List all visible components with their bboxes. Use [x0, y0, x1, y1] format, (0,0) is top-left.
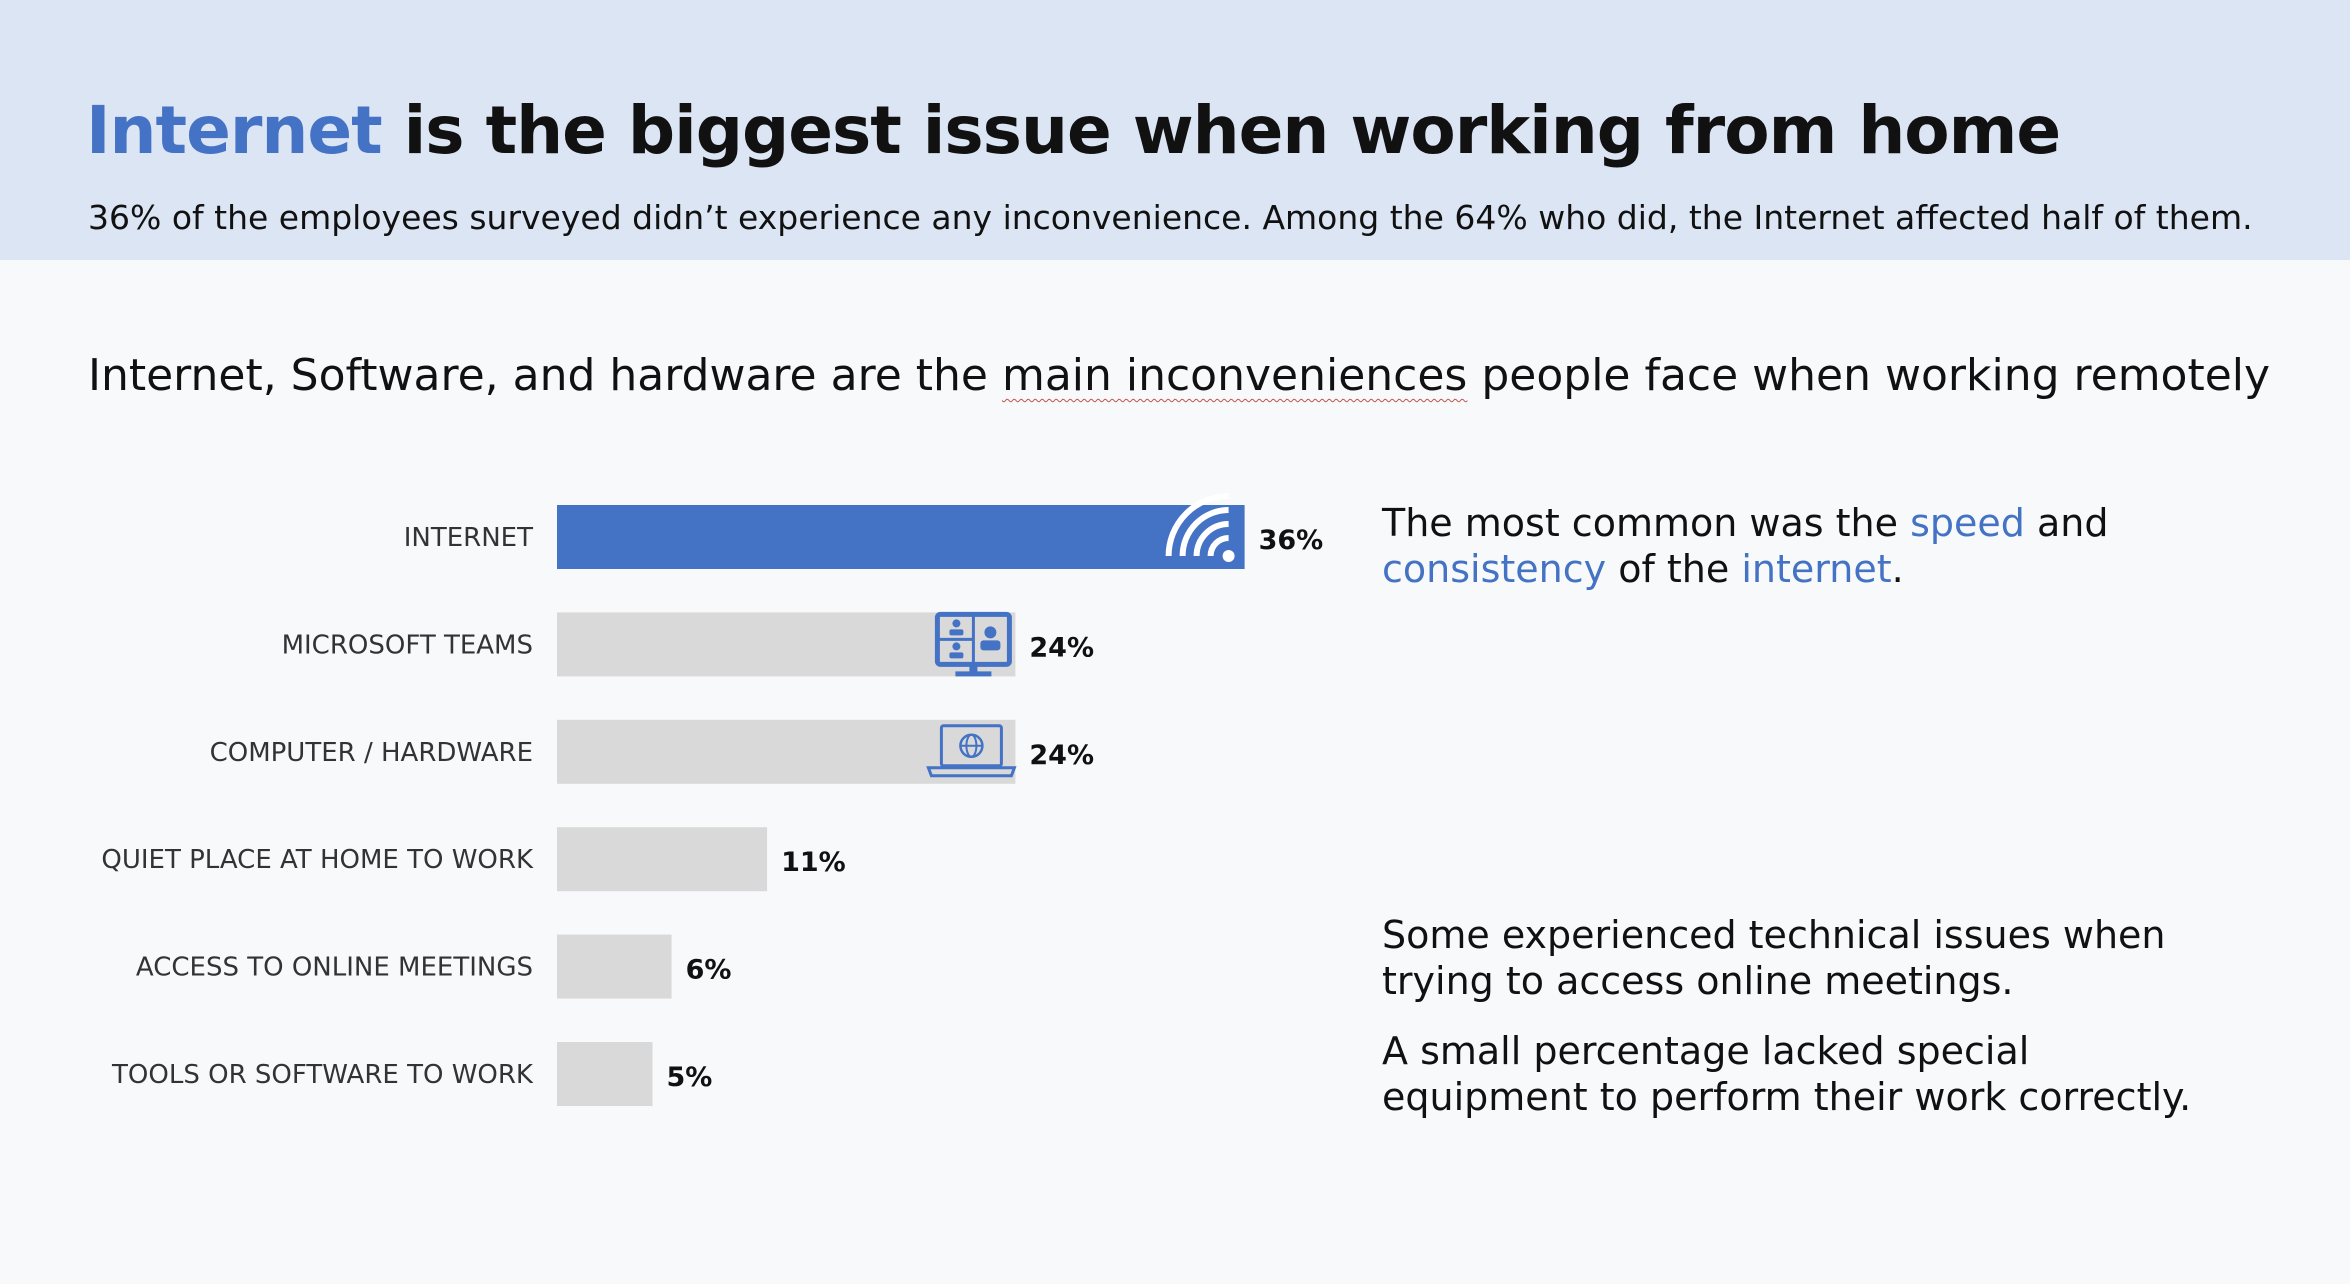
- value-label: 24%: [1029, 632, 1094, 663]
- value-label: 5%: [667, 1062, 713, 1093]
- laptop-globe-icon: [926, 724, 1017, 778]
- category-label: QUIET PLACE AT HOME TO WORK: [101, 845, 534, 875]
- note-speed-consistency: The most common was the speed and consis…: [1382, 500, 2202, 592]
- note1-highlight-speed: speed: [1910, 501, 2025, 545]
- page-title: Internet is the biggest issue when worki…: [86, 92, 2062, 169]
- chart-heading-part1: Internet, Software, and hardware are the: [88, 350, 1002, 401]
- wifi-icon: [1165, 493, 1235, 562]
- title-highlight: Internet: [86, 92, 383, 169]
- bar: [557, 934, 672, 999]
- value-label: 6%: [686, 955, 732, 986]
- category-label: MICROSOFT TEAMS: [282, 630, 533, 660]
- note1-text-1: The most common was the: [1382, 501, 1911, 545]
- note1-highlight-consistency: consistency: [1382, 547, 1607, 591]
- note1-text-2: and: [2024, 501, 2109, 545]
- note1-text-3: of the: [1606, 547, 1742, 591]
- category-label: COMPUTER / HARDWARE: [210, 738, 533, 768]
- chart-heading-part2: people face when working remotely: [1467, 350, 2271, 401]
- video-call-icon: [934, 611, 1012, 677]
- chart-heading-underlined: main inconveniences: [1001, 350, 1468, 401]
- bar: [557, 1042, 653, 1106]
- bar: [557, 505, 1245, 569]
- value-label: 11%: [781, 847, 846, 878]
- page-subtitle: 36% of the employees surveyed didn’t exp…: [88, 198, 2253, 237]
- category-label: INTERNET: [404, 523, 533, 553]
- bar: [557, 719, 1016, 784]
- title-rest: is the biggest issue when working from h…: [381, 92, 2062, 169]
- bar-chart: INTERNET 36% MICROSOFT TEAMS 24% COMPUTER / …: [101, 493, 1324, 1106]
- note-online-meetings: Some experienced technical issues when t…: [1382, 913, 2166, 1003]
- value-label: 36%: [1259, 525, 1324, 556]
- chart-heading: Internet, Software, and hardware are the…: [88, 350, 2270, 401]
- category-label: ACCESS TO ONLINE MEETINGS: [136, 953, 533, 983]
- note1-text-4: .: [1891, 547, 1904, 591]
- bar: [557, 827, 768, 892]
- header-band: [0, 0, 2350, 260]
- category-label: TOOLS OR SOFTWARE TO WORK: [111, 1060, 534, 1090]
- note1-highlight-internet: internet: [1741, 547, 1892, 591]
- value-label: 24%: [1029, 740, 1094, 771]
- note-equipment: A small percentage lacked special equipm…: [1382, 1029, 2192, 1119]
